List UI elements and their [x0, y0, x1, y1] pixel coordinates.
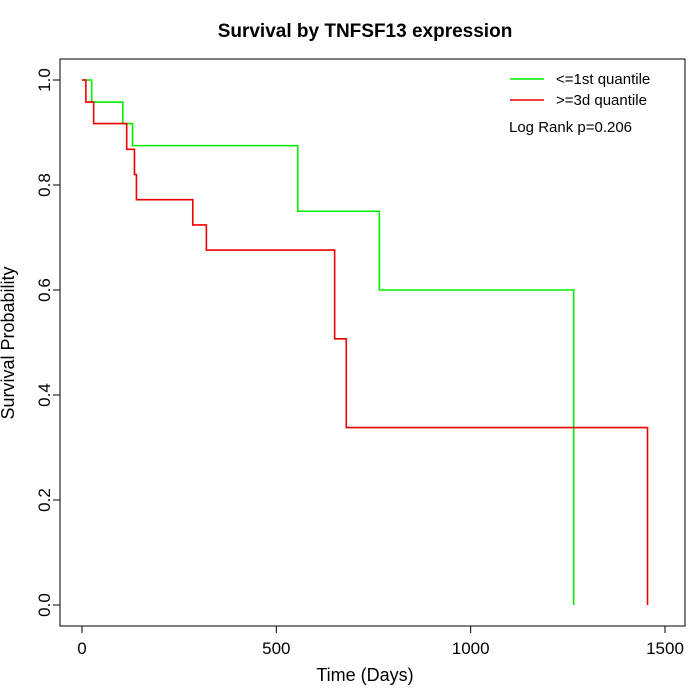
- y-tick-label: 0.8: [35, 173, 54, 197]
- x-tick-label: 0: [77, 639, 86, 658]
- y-axis-label: Survival Probability: [0, 266, 18, 419]
- y-tick-label: 0.0: [35, 593, 54, 617]
- plot-frame: [59, 58, 686, 627]
- series-line-1: [82, 79, 575, 605]
- x-tick-label: 500: [262, 639, 290, 658]
- legend-label-2: >=3d quantile: [556, 92, 647, 109]
- chart-title: Survival by TNFSF13 expression: [218, 21, 513, 42]
- y-tick-label: 0.4: [35, 383, 54, 407]
- series-layer: [82, 79, 649, 605]
- x-axis-label: Time (Days): [316, 665, 413, 685]
- x-tick-label: 1500: [646, 639, 684, 658]
- x-tick-label: 1000: [452, 639, 490, 658]
- series-line-2: [82, 79, 649, 605]
- y-tick-label: 0.6: [35, 278, 54, 302]
- log-rank-annotation: Log Rank p=0.206: [509, 119, 632, 136]
- legend-label-1: <=1st quantile: [556, 71, 650, 88]
- y-tick-label: 0.2: [35, 488, 54, 512]
- legend: <=1st quantile >=3d quantile: [510, 71, 650, 109]
- x-axis: 0 500 1000 1500: [77, 625, 684, 658]
- y-axis: 0.0 0.2 0.4 0.6 0.8 1.0: [35, 68, 61, 617]
- y-tick-label: 1.0: [35, 68, 54, 92]
